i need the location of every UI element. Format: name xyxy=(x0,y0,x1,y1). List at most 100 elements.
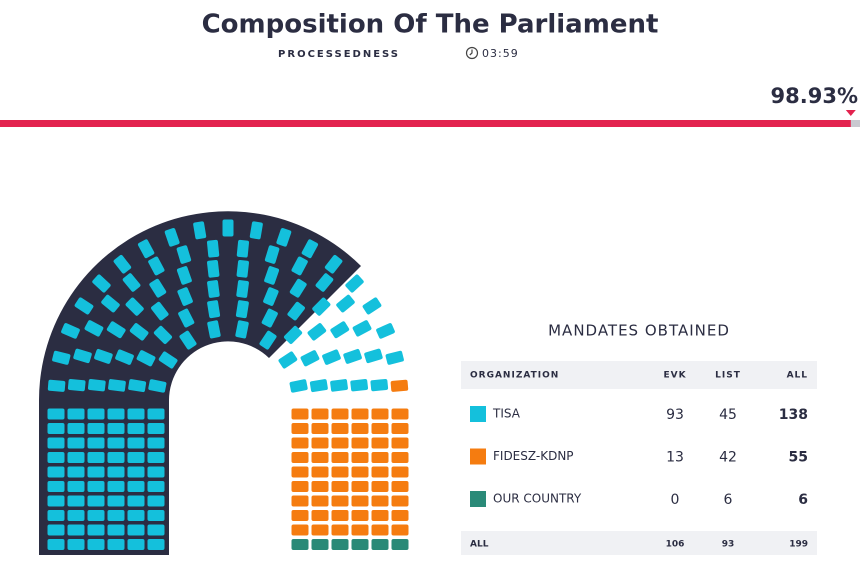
seat xyxy=(106,321,126,339)
seat xyxy=(147,481,165,492)
seat xyxy=(47,452,65,463)
seat xyxy=(148,256,165,276)
seat xyxy=(264,245,280,264)
table-header-bg xyxy=(461,361,817,389)
seat xyxy=(87,437,105,449)
seat xyxy=(391,524,409,536)
column-header: ORGANIZATION xyxy=(470,371,559,381)
seat xyxy=(287,301,305,321)
seat xyxy=(149,278,167,298)
seat xyxy=(107,524,125,536)
seat xyxy=(311,539,329,550)
seat xyxy=(92,274,111,293)
progress-bar xyxy=(0,120,851,127)
legend-swatch xyxy=(470,448,486,465)
seat xyxy=(291,481,309,492)
seat xyxy=(147,539,165,550)
seat xyxy=(371,539,389,550)
seat xyxy=(222,219,234,237)
seat xyxy=(311,510,329,521)
seat xyxy=(331,452,349,463)
seat xyxy=(147,524,165,536)
seat xyxy=(283,325,303,345)
seat xyxy=(351,481,369,492)
seat xyxy=(291,510,309,521)
table-title: MANDATES OBTAINED xyxy=(548,322,730,340)
seat xyxy=(289,278,307,298)
seat xyxy=(311,495,329,507)
seat xyxy=(236,239,250,258)
seat xyxy=(67,495,85,507)
seat xyxy=(137,239,155,259)
seat xyxy=(330,379,348,392)
seat xyxy=(330,321,350,339)
seat xyxy=(291,452,309,463)
seat xyxy=(371,510,389,521)
seat xyxy=(391,452,409,463)
seat xyxy=(47,524,65,536)
clock-icon xyxy=(465,46,479,60)
seat xyxy=(67,423,85,434)
seat xyxy=(147,437,165,449)
all: 138 xyxy=(779,407,808,423)
list: 45 xyxy=(719,407,737,423)
seat xyxy=(107,452,125,463)
seat xyxy=(67,452,85,463)
seat xyxy=(352,320,372,337)
seat xyxy=(87,408,105,420)
seat xyxy=(311,452,329,463)
seat xyxy=(67,524,85,536)
seat xyxy=(331,423,349,434)
seat xyxy=(148,379,167,393)
total-all: 199 xyxy=(789,540,808,550)
seat xyxy=(127,408,145,420)
seat xyxy=(331,539,349,550)
seat xyxy=(176,266,192,285)
progress-marker xyxy=(845,110,856,116)
seat xyxy=(179,330,197,350)
column-header: EVK xyxy=(663,371,686,381)
seat xyxy=(331,510,349,521)
seat xyxy=(107,466,125,478)
seat xyxy=(52,350,71,365)
seat xyxy=(322,349,341,365)
total-list: 93 xyxy=(722,540,735,550)
seat xyxy=(147,408,165,420)
table-footer-bg xyxy=(461,531,817,555)
seat xyxy=(67,481,85,492)
seat xyxy=(371,437,389,449)
seat xyxy=(47,481,65,492)
seat xyxy=(178,308,195,328)
seat xyxy=(47,510,65,521)
seat xyxy=(391,510,409,521)
seat xyxy=(351,495,369,507)
seat xyxy=(300,350,320,367)
seat xyxy=(207,280,220,298)
seat xyxy=(74,297,94,315)
progress-label: 98.93% xyxy=(771,84,858,108)
total-evk: 106 xyxy=(666,540,685,550)
seat xyxy=(324,254,343,274)
seat xyxy=(351,539,369,550)
seat xyxy=(113,254,132,274)
seat xyxy=(207,259,220,278)
seat xyxy=(370,378,389,392)
seat xyxy=(235,320,249,339)
seat xyxy=(291,408,309,420)
seat xyxy=(127,539,145,550)
seat xyxy=(127,524,145,536)
title: Composition Of The Parliament xyxy=(202,10,659,40)
seat xyxy=(391,408,409,420)
seat xyxy=(47,379,66,392)
seat xyxy=(47,437,65,449)
seat xyxy=(127,510,145,521)
seat xyxy=(371,452,389,463)
seat xyxy=(87,423,105,434)
seat xyxy=(87,524,105,536)
evk: 13 xyxy=(666,450,684,466)
seat xyxy=(136,350,156,367)
seat xyxy=(311,481,329,492)
seat xyxy=(263,287,279,306)
seat xyxy=(107,495,125,507)
